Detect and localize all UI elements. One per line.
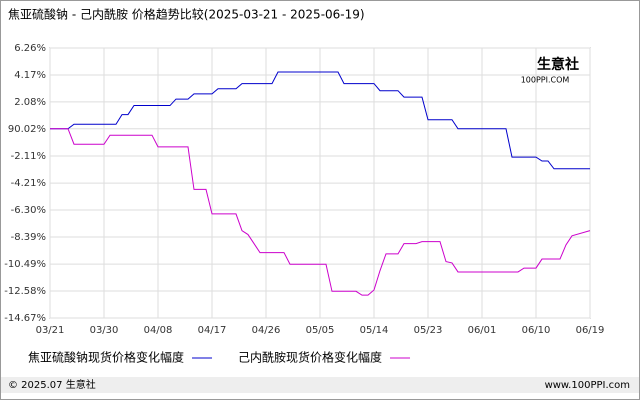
x-tick-label: 05/05 (306, 325, 335, 336)
footer-site: www.100PPI.com (545, 380, 630, 391)
y-tick-label: -8.39% (11, 232, 46, 243)
x-tick-label: 04/08 (144, 325, 173, 336)
footer-bar (1, 377, 639, 393)
y-tick-label: 6.26% (14, 43, 46, 54)
y-tick-label: -4.21% (11, 178, 46, 189)
legend-label: 己内酰胺现货价格变化幅度 (238, 350, 382, 365)
x-tick-label: 04/26 (252, 325, 281, 336)
chart-title: 焦亚硫酸钠 - 己内酰胺 价格趋势比较(2025-03-21 - 2025-06… (8, 7, 365, 22)
y-tick-label: 2.08% (14, 97, 46, 108)
x-tick-label: 03/21 (36, 325, 65, 336)
y-tick-label: -14.67% (4, 313, 46, 324)
watermark-brand: 生意社 (537, 56, 579, 73)
y-tick-label: -10.49% (4, 259, 46, 270)
x-tick-label: 06/19 (576, 325, 605, 336)
y-tick-label: 4.17% (14, 70, 46, 81)
y-tick-label: -12.58% (4, 286, 46, 297)
x-tick-label: 05/14 (360, 325, 389, 336)
x-tick-label: 06/01 (468, 325, 497, 336)
footer-copyright: © 2025.07 生意社 (8, 378, 96, 391)
x-tick-label: 03/30 (90, 325, 119, 336)
series-line (50, 128, 591, 296)
y-tick-label: 90.02% (8, 124, 46, 135)
x-tick-label: 04/17 (198, 325, 227, 336)
series-line (50, 71, 590, 170)
x-tick-label: 06/10 (522, 325, 551, 336)
y-tick-label: -6.30% (11, 205, 46, 216)
legend-label: 焦亚硫酸钠现货价格变化幅度 (28, 350, 184, 365)
y-tick-label: -2.11% (11, 151, 46, 162)
watermark-site: 100PPI.COM (521, 76, 570, 85)
x-tick-label: 05/23 (414, 325, 443, 336)
